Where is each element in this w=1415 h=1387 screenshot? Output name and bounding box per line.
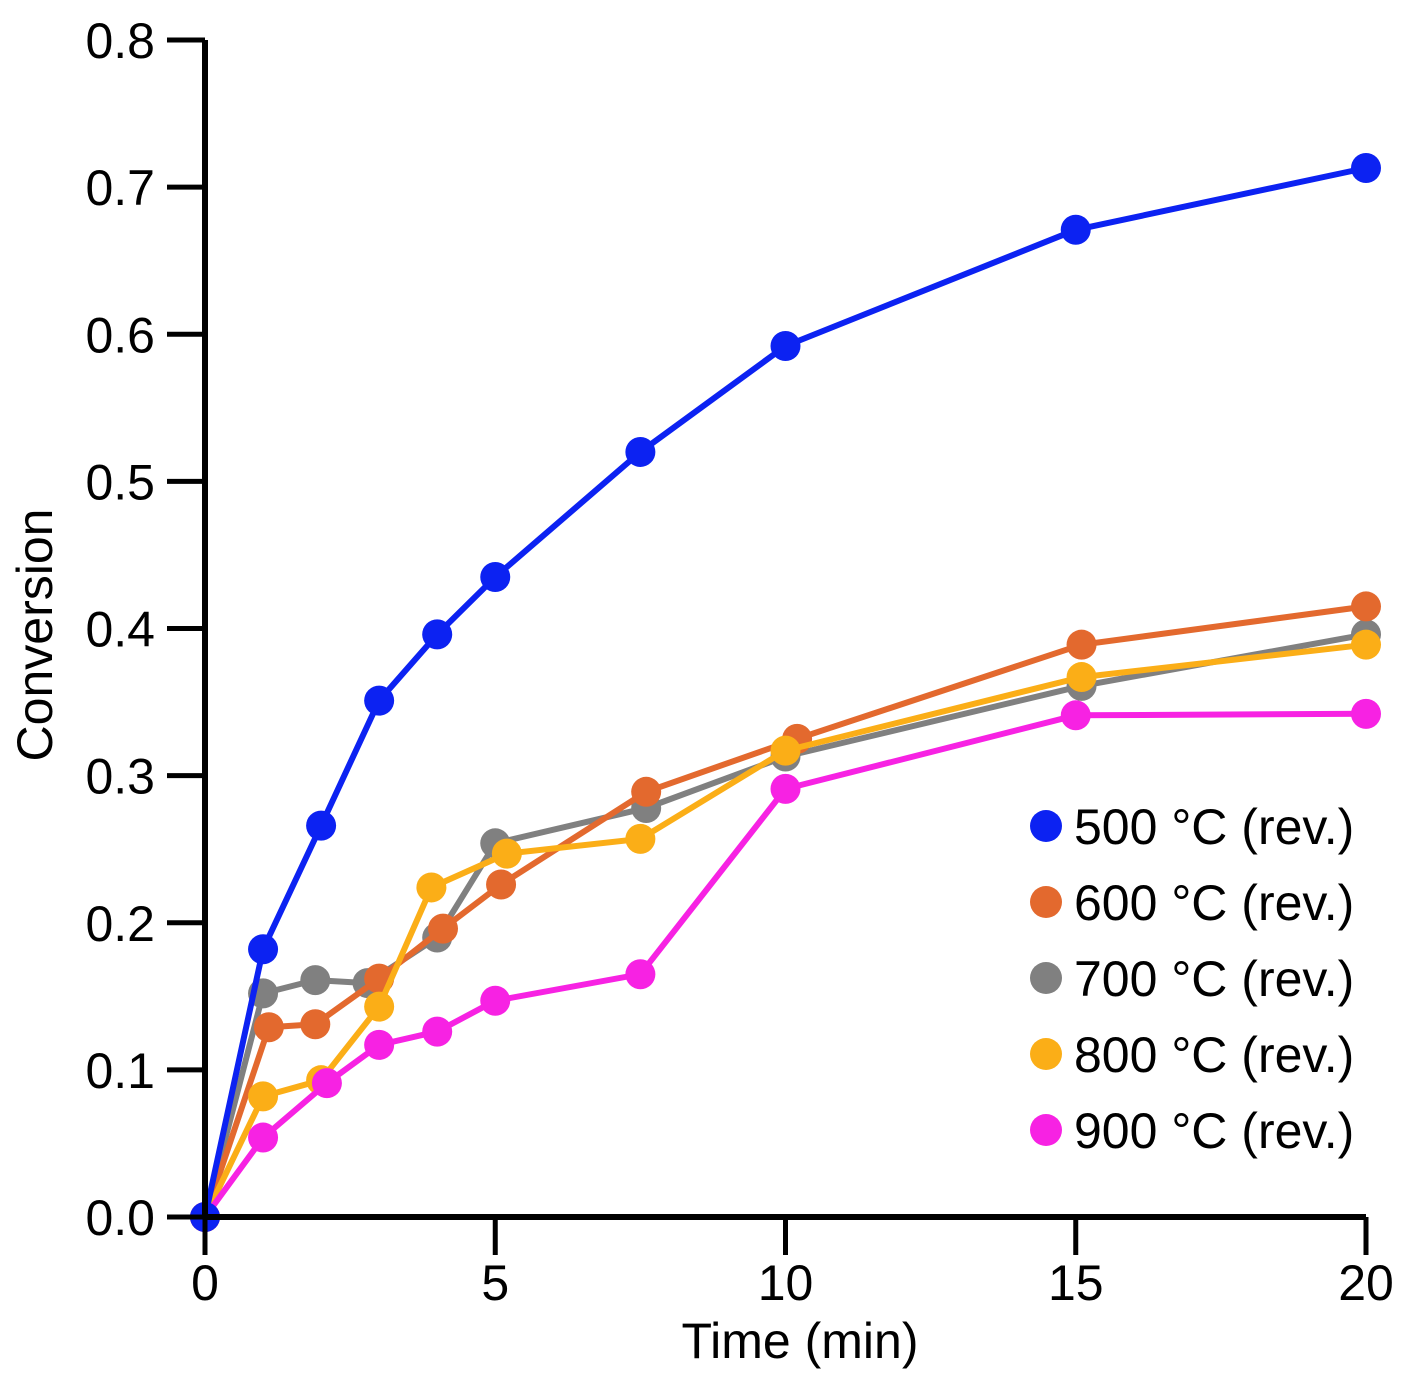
data-point	[1351, 591, 1381, 622]
data-point	[416, 872, 447, 903]
series-layer	[190, 152, 1381, 1232]
data-point	[253, 1012, 284, 1043]
x-tick-label: 5	[481, 1255, 509, 1311]
series-500-c-rev	[190, 152, 1381, 1232]
data-point	[364, 685, 395, 716]
y-tick-label: 0.8	[85, 13, 155, 69]
data-point	[300, 965, 331, 996]
data-point	[248, 1122, 279, 1153]
data-point	[1351, 629, 1381, 660]
legend-label: 800 °C (rev.)	[1074, 1027, 1354, 1083]
series-line	[202, 631, 1367, 1218]
data-point	[364, 1029, 395, 1060]
series-line	[202, 603, 1367, 1218]
legend-item: 800 °C (rev.)	[1030, 1027, 1354, 1083]
legend-item: 600 °C (rev.)	[1030, 875, 1354, 931]
data-point	[480, 985, 511, 1016]
legend-label: 700 °C (rev.)	[1074, 951, 1354, 1007]
data-point	[770, 735, 801, 766]
legend-marker	[1030, 886, 1062, 918]
y-tick-label: 0.1	[85, 1043, 155, 1099]
series-line	[202, 710, 1367, 1219]
data-point	[248, 1081, 279, 1112]
data-point	[625, 436, 656, 467]
legend-item: 900 °C (rev.)	[1030, 1103, 1354, 1159]
series-900-c-rev	[190, 698, 1381, 1232]
data-point	[306, 810, 337, 841]
legend-item: 700 °C (rev.)	[1030, 951, 1354, 1007]
data-point	[770, 331, 801, 362]
x-tick-label: 20	[1338, 1255, 1394, 1311]
y-tick-label: 0.0	[85, 1190, 155, 1246]
data-point	[1066, 662, 1097, 693]
legend-marker	[1030, 962, 1062, 994]
x-axis-title: Time (min)	[681, 1313, 918, 1369]
data-point	[491, 838, 522, 869]
x-tick-label: 10	[758, 1255, 814, 1311]
data-point	[248, 934, 279, 965]
y-tick-label: 0.6	[85, 307, 155, 363]
data-point	[311, 1068, 342, 1099]
y-tick-label: 0.4	[85, 602, 155, 658]
data-point	[631, 776, 662, 807]
data-point	[428, 913, 459, 944]
y-axis-title: Conversion	[7, 509, 63, 762]
legend-marker	[1030, 1114, 1062, 1146]
data-point	[480, 562, 511, 593]
legend-label: 900 °C (rev.)	[1074, 1103, 1354, 1159]
data-point	[300, 1009, 331, 1040]
legend-label: 500 °C (rev.)	[1074, 799, 1354, 855]
ticks-layer: 0.0 0.1 0.2 0.3 0.4 0.5 0.6 0.7 0.8 0 5 10 15 20	[85, 13, 1393, 1311]
data-point	[422, 1016, 453, 1047]
y-tick-label: 0.7	[85, 160, 155, 216]
data-point	[625, 959, 656, 990]
y-tick-label: 0.5	[85, 454, 155, 510]
series-line	[202, 641, 1367, 1219]
data-point	[1351, 152, 1381, 183]
legend-label: 600 °C (rev.)	[1074, 875, 1354, 931]
y-tick-label: 0.3	[85, 749, 155, 805]
series-600-c-rev	[190, 591, 1381, 1232]
legend-item: 500 °C (rev.)	[1030, 799, 1354, 855]
data-point	[422, 619, 453, 650]
y-tick-label: 0.2	[85, 896, 155, 952]
legend: 500 °C (rev.) 600 °C (rev.) 700 °C (rev.) 8…	[1030, 799, 1354, 1159]
data-point	[1060, 214, 1091, 245]
legend-marker	[1030, 810, 1062, 842]
data-point	[486, 869, 517, 900]
legend-marker	[1030, 1038, 1062, 1070]
data-point	[625, 823, 656, 854]
x-tick-label: 15	[1048, 1255, 1104, 1311]
data-point	[1351, 698, 1381, 729]
data-point	[1060, 700, 1091, 731]
data-point	[1066, 629, 1097, 660]
data-point	[770, 773, 801, 804]
x-tick-label: 0	[191, 1255, 219, 1311]
data-point	[364, 991, 395, 1022]
series-line	[202, 165, 1367, 1218]
